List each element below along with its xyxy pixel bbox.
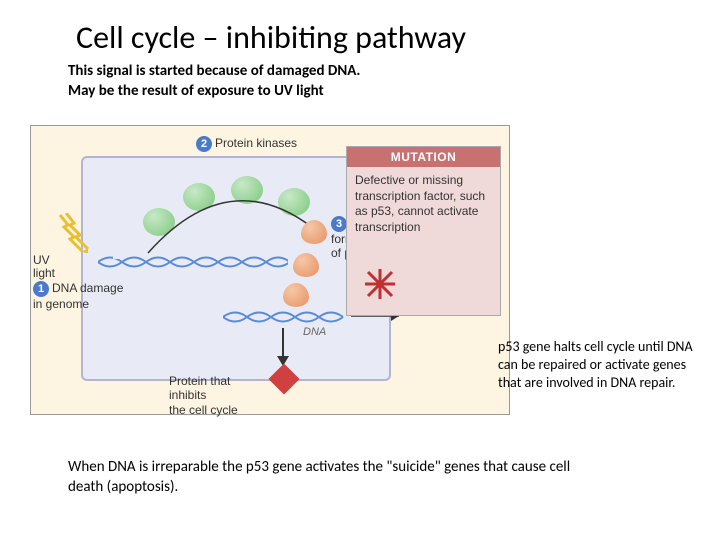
dna-helix-bottom — [223, 308, 353, 326]
dna-damage-marker — [113, 251, 123, 259]
uv-line1: UVlight — [33, 253, 55, 280]
dna-label: DNA — [303, 326, 326, 338]
badge-2: 2 — [196, 136, 212, 152]
inhibitor-protein-icon — [268, 363, 299, 394]
badge-1: 1 — [33, 281, 49, 297]
p53-3 — [283, 283, 309, 307]
p53-1 — [301, 220, 327, 244]
protein-kinases-text: Protein kinases — [215, 136, 297, 150]
p53-2 — [293, 253, 319, 277]
protein-kinases-label: 2Protein kinases — [196, 136, 297, 152]
mutation-x-icon — [365, 269, 395, 307]
mutation-header: MUTATION — [347, 147, 500, 167]
inhibitor-label: Protein thatinhibitsthe cell cycle — [169, 374, 238, 417]
mutation-box: MUTATION Defective or missing transcript… — [346, 146, 501, 316]
arrow-to-inhibitor-line — [282, 328, 284, 358]
badge-3: 3 — [331, 216, 347, 232]
subtitle: This signal is started because of damage… — [68, 62, 360, 101]
dna-damage-label: 1DNA damagein genome — [33, 281, 123, 311]
cell-box: DNA — [81, 156, 391, 381]
uv-label: UVlight — [33, 254, 55, 280]
uv-light-icon — [58, 213, 108, 253]
subtitle-line1: This signal is started because of damage… — [68, 62, 360, 100]
kinase-arc-arrow — [138, 178, 328, 258]
side-explanation: p53 gene halts cell cycle until DNA can … — [498, 338, 698, 393]
mutation-text: Defective or missing transcription facto… — [347, 167, 500, 241]
diagram-panel: DNA UVlight 2Protein kinases 3Activeform… — [30, 125, 510, 415]
bottom-explanation: When DNA is irreparable the p53 gene act… — [68, 458, 588, 497]
page-title: Cell cycle – inhibiting pathway — [76, 18, 466, 57]
